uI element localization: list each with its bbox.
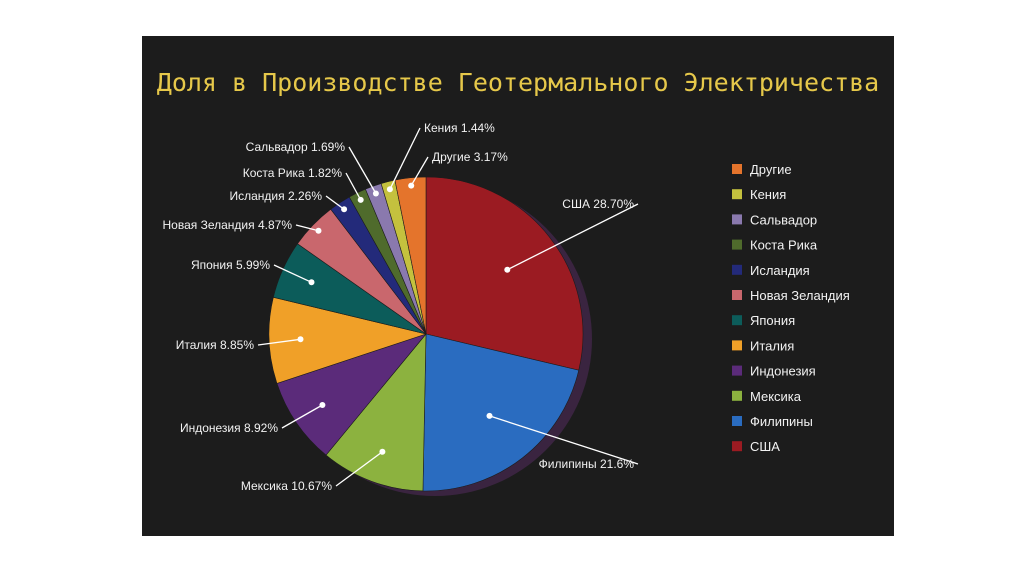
leader-line-италия — [257, 338, 301, 346]
legend-label-индонезия: Индонезия — [750, 364, 816, 379]
data-label-филипины: Филипины 21.6% — [539, 457, 635, 471]
legend-label-сальвадор: Сальвадор — [750, 212, 817, 227]
leader-line-филипины — [489, 415, 639, 465]
leader-dot-япония — [308, 279, 315, 286]
legend-swatch-кения — [732, 189, 742, 200]
leader-dot-италия — [297, 336, 304, 343]
legend-swatch-новая-зеландия — [732, 290, 742, 300]
legend-label-италия: Италия — [750, 338, 794, 353]
data-label-италия: Италия 8.85% — [176, 338, 255, 352]
legend-swatch-сша — [732, 441, 742, 452]
data-label-другие: Другие 3.17% — [432, 150, 508, 164]
data-label-индонезия: Индонезия 8.92% — [180, 421, 278, 435]
pie-slices — [268, 176, 584, 492]
legend-label-коста-рика: Коста Рика — [750, 238, 818, 253]
leader-line-коста-рика — [345, 172, 362, 201]
leader-dot-филипины — [486, 412, 493, 419]
leader-dot-коста-рика — [357, 196, 364, 203]
leader-line-сальвадор — [348, 146, 377, 194]
legend-label-другие: Другие — [750, 162, 792, 177]
data-label-япония: Япония 5.99% — [191, 258, 270, 272]
leader-dot-исландия — [341, 206, 348, 213]
leader-dot-кения — [386, 186, 393, 193]
legend-label-кения: Кения — [750, 187, 786, 202]
legend-swatch-индонезия — [732, 365, 742, 376]
chart-slide: Доля в Производстве Геотермального Элект… — [142, 36, 894, 536]
leader-line-новая-зеландия — [295, 224, 319, 232]
legend-label-исландия: Исландия — [750, 263, 810, 278]
legend-label-филипины: Филипины — [750, 414, 813, 429]
chart-title: Доля в Производстве Геотермального Элект… — [157, 68, 879, 97]
legend-label-новая-зеландия: Новая Зеландия — [750, 288, 850, 303]
pie-slice-филипины — [422, 333, 580, 492]
data-label-кения: Кения 1.44% — [424, 121, 495, 135]
leader-dot-новая-зеландия — [315, 227, 322, 234]
legend-swatch-коста-рика — [732, 239, 742, 250]
leader-dot-индонезия — [319, 402, 326, 408]
leader-dot-сша — [504, 266, 511, 273]
leader-dot-другие — [408, 182, 415, 189]
legend-label-мексика: Мексика — [750, 389, 802, 404]
data-label-коста-рика: Коста Рика 1.82% — [243, 166, 343, 180]
legend-swatch-исландия — [732, 264, 742, 275]
leader-dot-сальвадор — [372, 190, 379, 197]
data-label-новая-зеландия: Новая Зеландия 4.87% — [163, 218, 293, 232]
data-label-мексика: Мексика 10.67% — [241, 479, 332, 493]
legend-swatch-другие — [732, 164, 742, 174]
pie-slice-сша — [425, 176, 584, 371]
leader-line-сша — [507, 203, 639, 271]
legend-swatch-япония — [732, 315, 742, 326]
data-label-сша: США 28.70% — [562, 197, 634, 211]
pie-slice-индонезия — [276, 333, 427, 456]
legend-swatch-филипины — [732, 416, 742, 426]
slice-labels: США 28.70% Филипины 21.6% Мексика 10.67% Ин… — [163, 121, 639, 493]
data-label-исландия: Исландия 2.26% — [230, 189, 323, 203]
pie-chart: Доля в Производстве Геотермального Элект… — [157, 68, 879, 496]
leader-line-индонезия — [281, 404, 323, 429]
legend-swatch-италия — [732, 340, 742, 351]
leader-dot-мексика — [379, 448, 386, 455]
legend-swatch-мексика — [732, 390, 742, 401]
leader-line-исландия — [325, 195, 345, 210]
legend: Другие Кения Сальвадор Коста Рика Исландия Но… — [732, 162, 850, 454]
leader-line-мексика — [335, 451, 383, 487]
leader-line-кения — [389, 127, 421, 190]
legend-label-япония: Япония — [750, 313, 795, 328]
data-label-сальвадор: Сальвадор 1.69% — [246, 140, 346, 154]
leader-line-япония — [273, 264, 312, 283]
pie-slice-мексика — [325, 333, 427, 492]
legend-label-сша: США — [750, 439, 780, 454]
pie-slice-италия — [268, 296, 428, 384]
legend-swatch-сальвадор — [732, 214, 742, 225]
leader-line-другие — [410, 156, 429, 186]
